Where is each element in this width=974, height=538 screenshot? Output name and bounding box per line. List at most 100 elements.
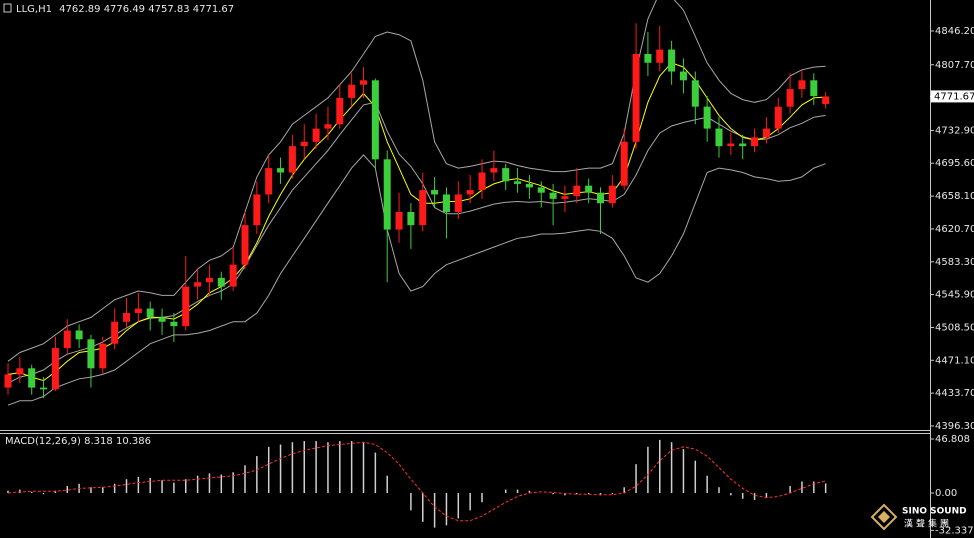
candle-body: [277, 168, 285, 173]
candle-body: [822, 96, 830, 105]
chart-header: LLG,H1 4762.89 4776.49 4757.83 4771.67: [16, 4, 234, 15]
candle-body: [525, 183, 533, 188]
y-tick-label: 4620.70: [935, 224, 974, 235]
macd-panel: [7, 439, 827, 528]
candle-body: [691, 80, 699, 107]
macd-value: 8.318: [84, 436, 113, 447]
current-price-label: 4771.67: [934, 91, 974, 102]
candle-body: [217, 277, 225, 287]
candle-body: [514, 181, 522, 184]
candle-body: [703, 106, 711, 129]
logo: SINO SOUND 漢聲集團: [870, 503, 967, 531]
candle-body: [241, 225, 249, 265]
candle-body: [585, 185, 593, 193]
current-price-box: [931, 90, 974, 103]
y-tick-label: 4433.70: [935, 388, 974, 399]
indicator-line: [7, 0, 826, 362]
y-tick-label: 4695.60: [935, 158, 974, 169]
y-tick-label: 4846.20: [935, 26, 974, 37]
candle-body: [727, 143, 735, 147]
candle-body: [312, 128, 320, 142]
candle-body: [419, 190, 427, 226]
y-tick-label: 4396.30: [935, 421, 974, 432]
y-tick-label: 0.00: [935, 488, 957, 499]
candle-body: [134, 308, 142, 313]
candle-body: [454, 194, 462, 213]
candle-body: [170, 321, 178, 327]
candle-body: [679, 71, 687, 81]
candle-body: [502, 168, 510, 182]
open: 4762.89: [59, 4, 100, 15]
candle-body: [751, 137, 759, 147]
candle-body: [644, 53, 652, 63]
y-tick-label: 4471.10: [935, 355, 974, 366]
price-panel: [4, 0, 830, 406]
y-tick-label: 4583.30: [935, 257, 974, 268]
indicator-line: [7, 62, 826, 382]
close: 4771.67: [193, 4, 234, 15]
candle-body: [608, 185, 616, 204]
candle-body: [656, 49, 664, 63]
candle-body: [597, 192, 604, 204]
candle-body: [194, 282, 202, 287]
candle-body: [549, 192, 557, 199]
logo-icon: [878, 511, 890, 523]
candle-body: [798, 80, 806, 90]
candle-body: [146, 308, 154, 318]
candle-body: [87, 339, 95, 369]
candle-body: [395, 212, 403, 230]
candle-body: [182, 286, 190, 327]
candle-body: [774, 106, 782, 129]
candle-body: [265, 168, 273, 195]
y-tick-label: 46.808: [935, 434, 970, 445]
candle-body: [383, 159, 391, 230]
candle-body: [348, 84, 356, 98]
candle-body: [561, 196, 569, 199]
candle-body: [123, 312, 130, 322]
candle-body: [442, 194, 450, 213]
candle-body: [288, 146, 296, 173]
candle-body: [16, 368, 24, 375]
candle-body: [478, 172, 486, 191]
candle-body: [620, 141, 628, 186]
candle-body: [762, 128, 770, 138]
candle-body: [466, 190, 474, 195]
y-tick-label: 4807.70: [935, 60, 974, 71]
candle-body: [371, 80, 379, 160]
candle-body: [490, 168, 498, 173]
candle-body: [158, 317, 166, 322]
candle-body: [111, 321, 119, 344]
y-tick-label: 4545.90: [935, 290, 974, 301]
candle-body: [28, 368, 36, 388]
candle-body: [573, 185, 581, 197]
signal-value: 10.386: [116, 436, 151, 447]
y-tick-label: -32.337: [935, 525, 974, 536]
candle-body: [810, 80, 818, 97]
logo-name: SINO SOUND: [902, 507, 967, 517]
candle-body: [336, 97, 344, 125]
candle-body: [51, 348, 59, 390]
logo-subtitle: 漢聲集團: [904, 518, 952, 530]
candle-body: [300, 141, 308, 147]
candle-body: [40, 387, 48, 390]
candle-body: [407, 212, 415, 226]
logo-icon: [870, 503, 898, 531]
candle-body: [99, 343, 107, 369]
candle-body: [360, 80, 367, 85]
candle-body: [668, 49, 676, 72]
low: 4757.83: [148, 4, 189, 15]
candle-body: [632, 53, 640, 142]
candle-body: [431, 190, 439, 195]
high: 4776.49: [104, 4, 145, 15]
macd-header: MACD(12,26,9) 8.318 10.386: [5, 436, 151, 447]
indicator-line: [7, 154, 826, 406]
signal-line: [7, 441, 826, 522]
candle-body: [63, 330, 71, 349]
candle-body: [537, 187, 545, 193]
candle-body: [4, 374, 12, 388]
candle-body: [324, 124, 332, 129]
y-tick-label: 4732.90: [935, 125, 974, 136]
macd-title: MACD(12,26,9): [5, 436, 81, 447]
